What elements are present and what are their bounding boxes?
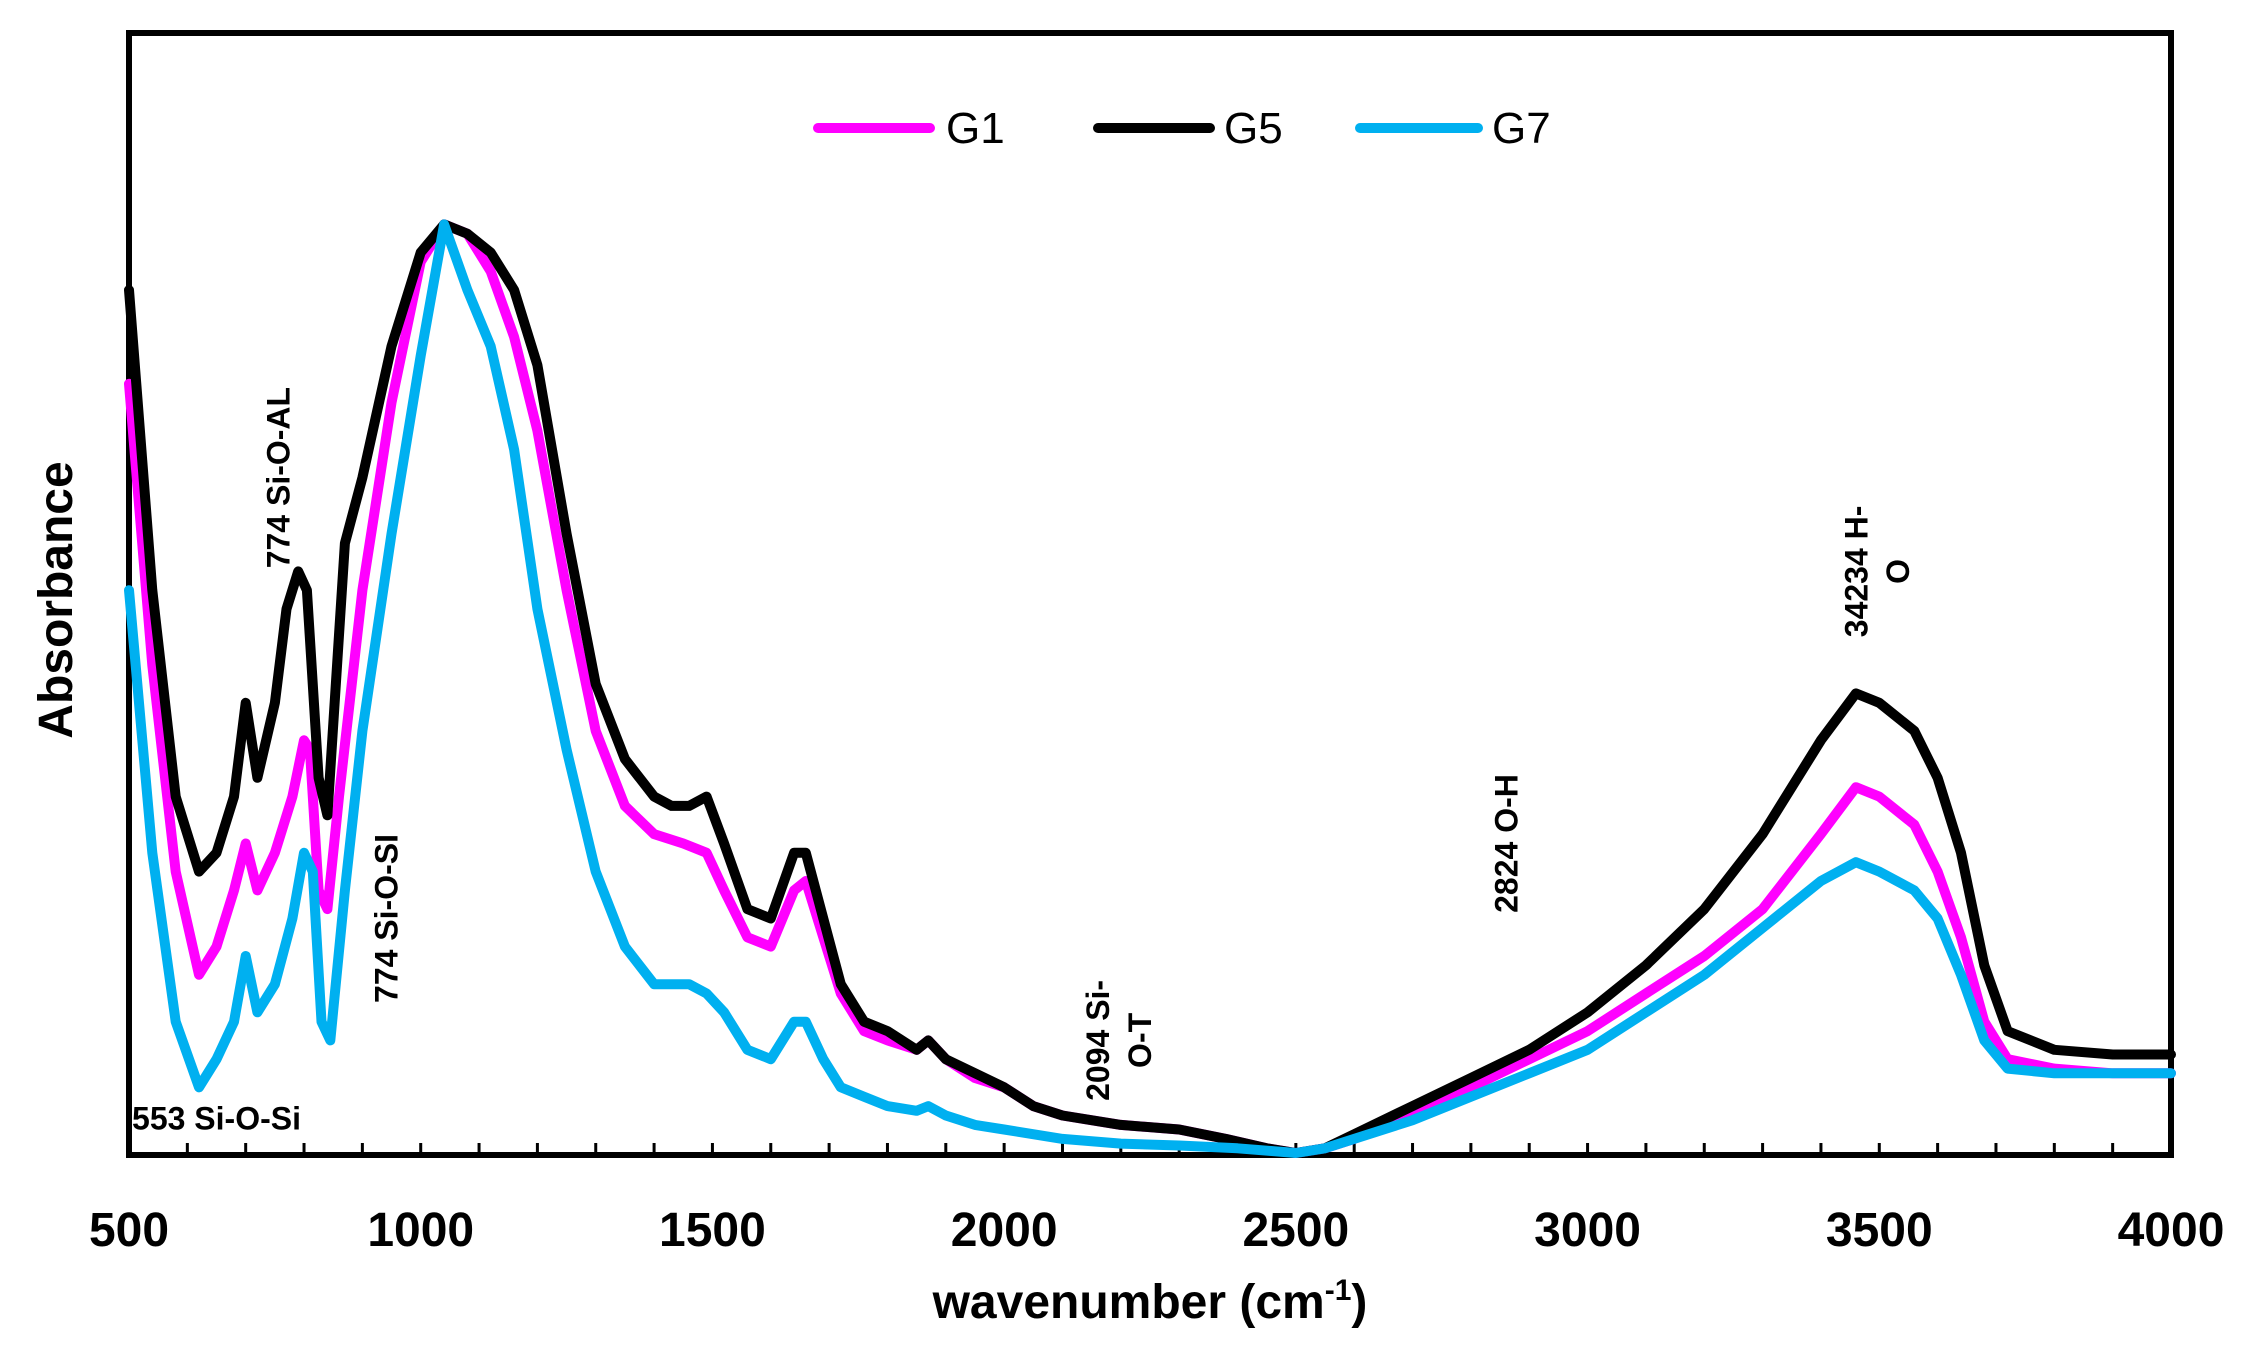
series-layer [124, 219, 2176, 1158]
legend-label-g7: G7 [1492, 104, 1551, 153]
series-line-g5 [124, 219, 2176, 1158]
series-line-g7 [124, 219, 2176, 1158]
annotation-layer: 553 Si-O-Si 774 Si-O-AL 774 Si-O-SI 2094 Si… [132, 387, 1916, 1137]
x-tick-label: 1500 [659, 1204, 766, 1257]
legend-label-g5: G5 [1224, 104, 1283, 153]
peak-annotation: 2094 Si- O-T [1080, 980, 1158, 1101]
annotation-line: 774 Si-O-AL [260, 387, 296, 568]
peak-annotation: 553 Si-O-Si [132, 1101, 301, 1137]
x-tick-label: 4000 [2118, 1204, 2225, 1257]
x-axis-title-end: ) [1351, 1276, 1367, 1329]
x-tick-label: 2500 [1242, 1204, 1349, 1257]
x-tick-label: 3500 [1826, 1204, 1933, 1257]
x-axis-title-main: wavenumber (cm [932, 1276, 1325, 1329]
annotation-line: O-T [1122, 1012, 1158, 1068]
legend: G1 G5 G7 [813, 104, 1551, 153]
peak-annotation: 774 Si-O-AL [260, 387, 296, 568]
annotation-line: 34234 H- [1839, 506, 1875, 638]
annotation-line: 2094 Si- [1080, 980, 1116, 1101]
legend-label-g1: G1 [946, 104, 1005, 153]
annotation-line: 553 Si-O-Si [132, 1101, 301, 1137]
x-tick-label: 1000 [367, 1204, 474, 1257]
annotation-line: 774 Si-O-SI [368, 834, 404, 1003]
peak-annotation: 2824 O-H [1489, 774, 1525, 913]
x-minor-ticks [185, 1143, 2115, 1155]
y-axis-title: Absorbance [30, 461, 83, 738]
x-axis-title: wavenumber (cm-1) [932, 1274, 1368, 1329]
x-axis-title-sup: -1 [1325, 1274, 1352, 1307]
x-tick-label: 2000 [951, 1204, 1058, 1257]
x-tick-label: 3000 [1534, 1204, 1641, 1257]
x-tick-labels: 500 1000 1500 2000 2500 3000 3500 4000 [89, 1204, 2224, 1257]
annotation-line: 2824 O-H [1489, 774, 1525, 913]
x-tick-label: 500 [89, 1204, 169, 1257]
peak-annotation: 34234 H- O [1839, 506, 1917, 638]
peak-annotation: 774 Si-O-SI [368, 834, 404, 1003]
annotation-line: O [1880, 559, 1916, 584]
